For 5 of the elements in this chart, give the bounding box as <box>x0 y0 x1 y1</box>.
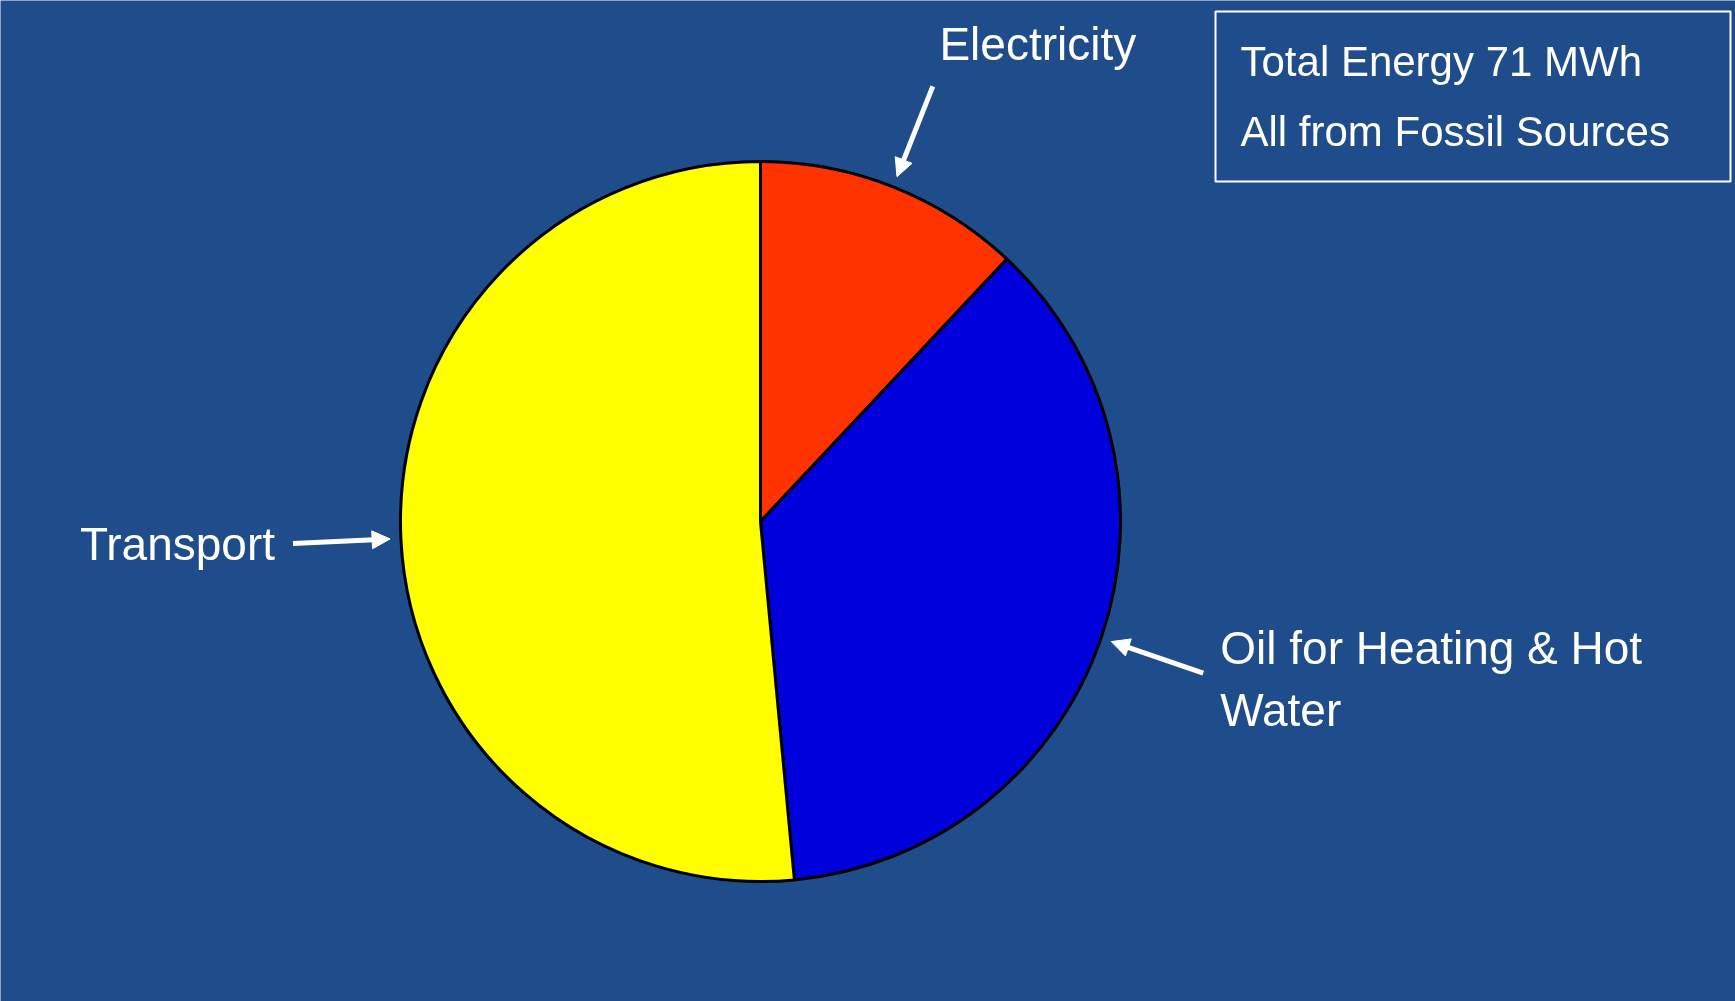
slice-label: Electricity <box>939 17 1137 70</box>
slice-label: Oil for Heating & Hot Water <box>1220 621 1643 737</box>
text: All from Fossil Sources <box>1240 108 1670 155</box>
slice-label: Transport <box>79 518 276 571</box>
text: Total Energy 71 MWh <box>1240 38 1643 85</box>
